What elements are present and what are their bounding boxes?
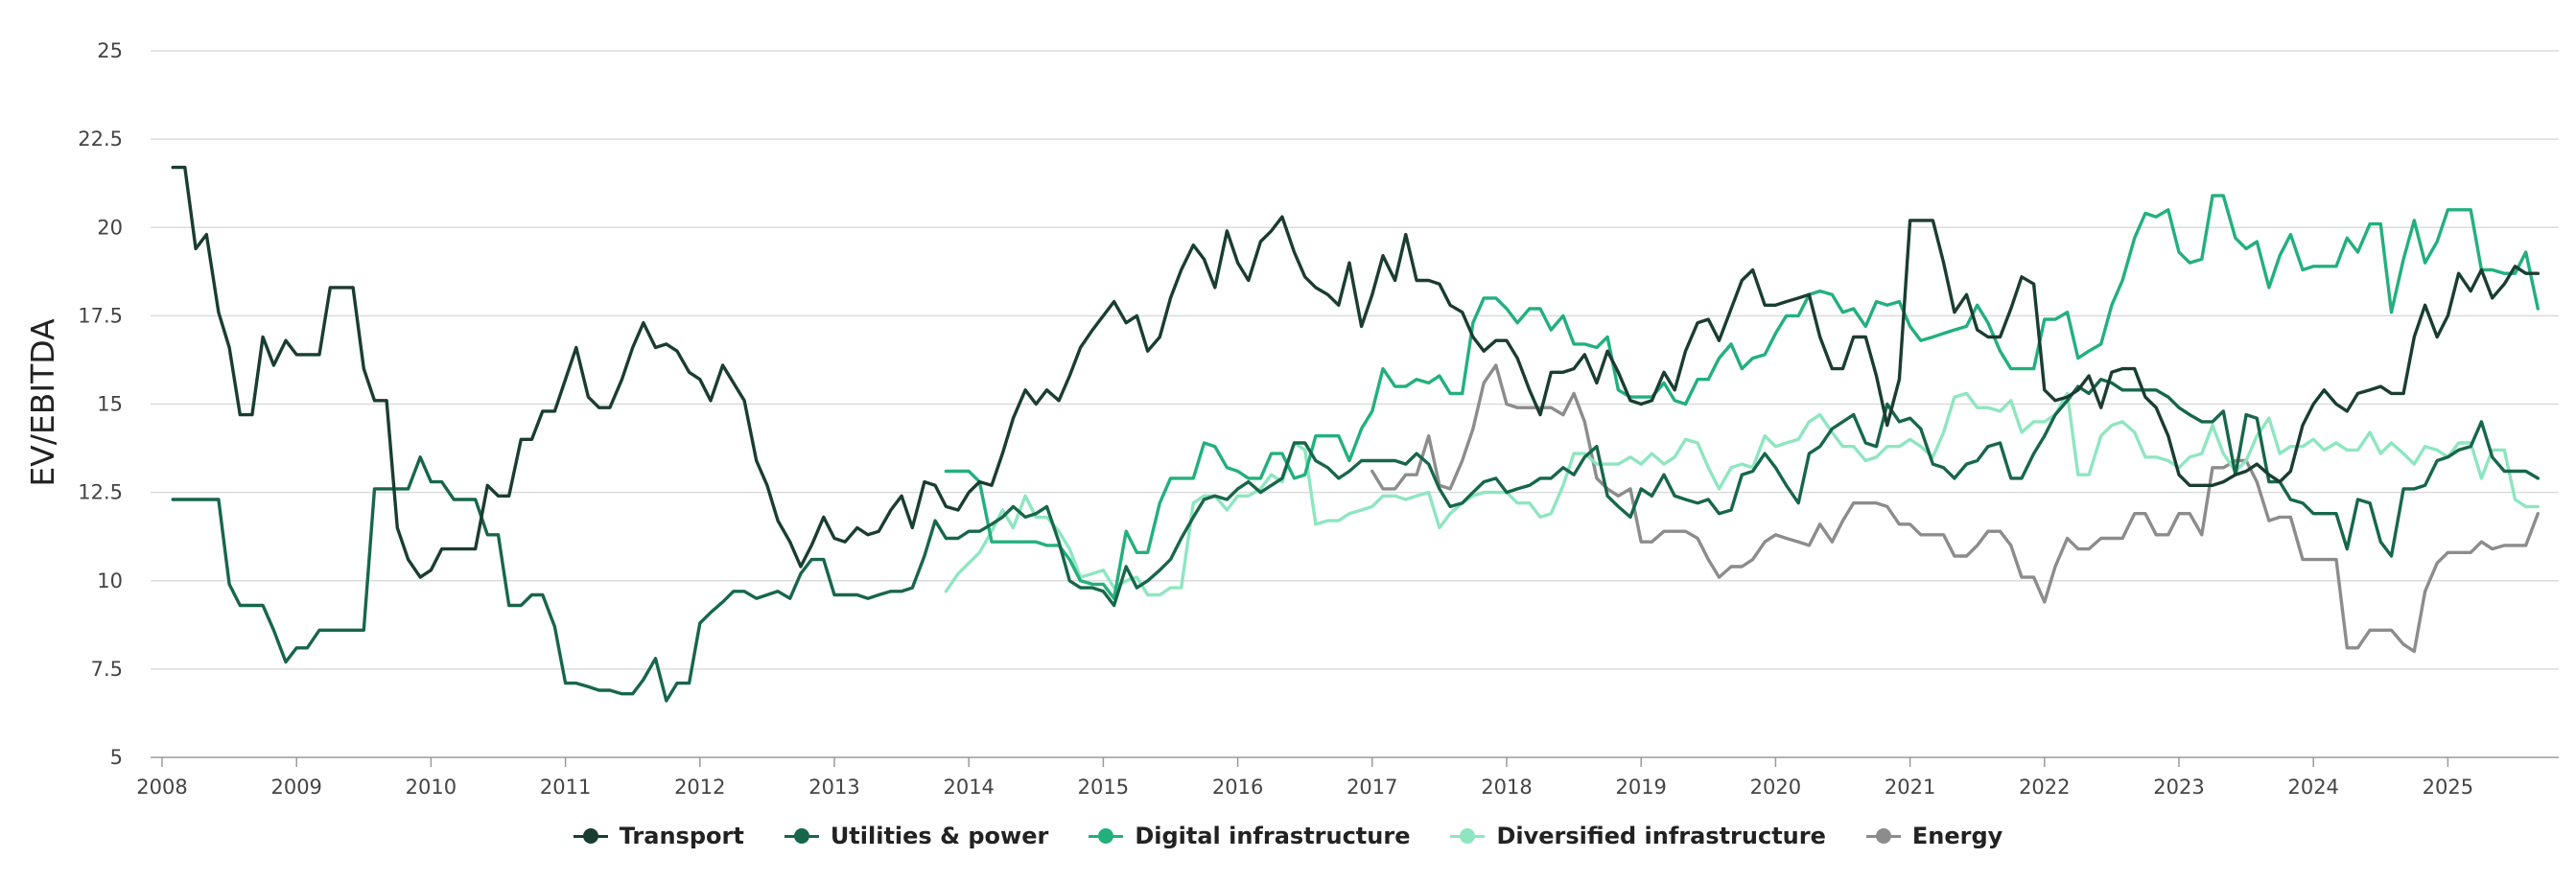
legend-label: Transport: [619, 823, 744, 849]
legend-item[interactable]: Digital infrastructure: [1089, 823, 1410, 849]
y-axis-label: EV/EBITDA: [24, 318, 61, 487]
y-tick-label: 25: [97, 39, 123, 62]
x-tick-label: 2024: [2287, 776, 2338, 799]
legend-label: Digital infrastructure: [1135, 823, 1411, 849]
y-tick-label: 15: [97, 393, 123, 416]
series-line-4: [1370, 363, 2540, 654]
series-lines: [171, 165, 2540, 703]
gridlines: [151, 50, 2559, 758]
y-axis-ticks: 5 7.5 10 12.5 15 17.5 20 22.5 25: [78, 39, 123, 769]
x-tick-label: 2012: [674, 776, 725, 799]
series-line-2: [944, 194, 2540, 600]
x-tick-label: 2017: [1347, 776, 1397, 799]
legend-swatch: [1450, 827, 1486, 845]
x-tick-label: 2015: [1078, 776, 1129, 799]
legend-label: Diversified infrastructure: [1496, 823, 1826, 849]
x-tick-label: 2011: [540, 776, 591, 799]
x-tick-label: 2023: [2153, 776, 2204, 799]
x-tick-label: 2020: [1750, 776, 1801, 799]
x-tick-label: 2019: [1615, 776, 1666, 799]
legend: Transport Utilities & power Digital infras…: [0, 823, 2576, 849]
y-tick-label: 10: [97, 569, 123, 592]
x-tick-label: 2009: [270, 776, 321, 799]
y-tick-label: 5: [110, 746, 123, 769]
x-tick-label: 2021: [1885, 776, 1935, 799]
y-tick-label: 12.5: [78, 481, 123, 504]
x-tick-label: 2010: [406, 776, 457, 799]
y-tick-label: 7.5: [91, 658, 123, 681]
series-line-1: [171, 378, 2540, 703]
x-tick-label: 2013: [808, 776, 859, 799]
x-tick-label: 2018: [1481, 776, 1532, 799]
series-line-0: [171, 165, 2540, 579]
legend-item[interactable]: Transport: [573, 823, 744, 849]
x-axis: 2008 2009 2010 2011 2012 2013 2014 2015 2016 2017…: [136, 757, 2473, 799]
legend-item[interactable]: Utilities & power: [784, 823, 1049, 849]
y-tick-label: 17.5: [78, 304, 123, 327]
x-tick-label: 2016: [1212, 776, 1263, 799]
x-tick-label: 2008: [136, 776, 187, 799]
y-tick-label: 20: [97, 216, 123, 239]
legend-label: Utilities & power: [830, 823, 1049, 849]
legend-swatch: [784, 827, 819, 845]
x-tick-label: 2025: [2423, 776, 2473, 799]
legend-label: Energy: [1911, 823, 2003, 849]
legend-item[interactable]: Energy: [1865, 823, 2003, 849]
x-tick-label: 2022: [2019, 776, 2070, 799]
legend-item[interactable]: Diversified infrastructure: [1450, 823, 1826, 849]
x-tick-label: 2014: [943, 776, 994, 799]
legend-swatch: [573, 827, 608, 845]
y-tick-label: 22.5: [78, 128, 123, 151]
legend-swatch: [1865, 827, 1901, 845]
legend-swatch: [1089, 827, 1124, 845]
